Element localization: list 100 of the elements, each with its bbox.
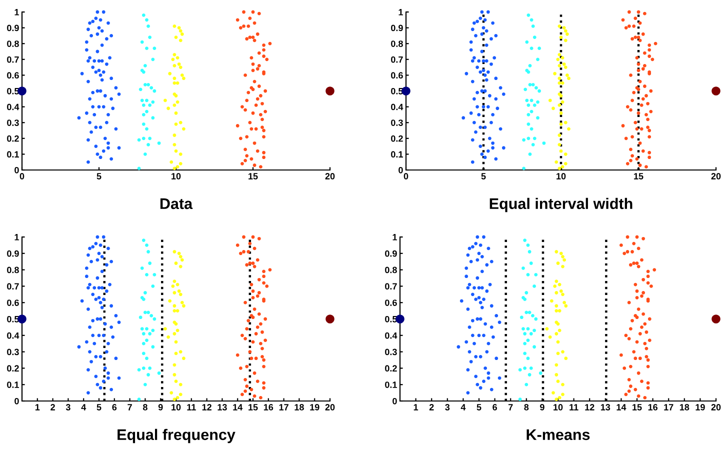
x-tick-label: 16 bbox=[264, 404, 274, 410]
point bbox=[326, 86, 334, 96]
y-tick-label: 0.6 bbox=[385, 300, 397, 306]
point bbox=[564, 152, 568, 156]
point bbox=[530, 46, 534, 50]
point bbox=[558, 104, 562, 107]
point bbox=[531, 143, 535, 146]
point bbox=[532, 136, 536, 140]
point bbox=[554, 304, 558, 308]
point bbox=[559, 122, 563, 126]
point bbox=[177, 62, 181, 66]
point bbox=[176, 56, 180, 60]
point bbox=[522, 327, 525, 331]
point bbox=[174, 122, 178, 126]
y-tick-label: 0.6 bbox=[7, 72, 19, 79]
y-tick-label: 0.9 bbox=[7, 250, 19, 257]
point bbox=[151, 116, 155, 120]
x-tick-label: 1 bbox=[414, 404, 418, 410]
point bbox=[145, 46, 148, 50]
point bbox=[564, 29, 568, 33]
point bbox=[526, 122, 530, 126]
point bbox=[140, 266, 144, 270]
point bbox=[558, 52, 562, 56]
x-tick-label: 9 bbox=[158, 404, 163, 410]
x-tick-label: 1 bbox=[35, 404, 40, 410]
point bbox=[532, 328, 536, 332]
point bbox=[146, 82, 150, 86]
point bbox=[326, 314, 334, 324]
point bbox=[554, 398, 558, 402]
point bbox=[559, 252, 563, 256]
point bbox=[182, 356, 186, 360]
y-tick-label: 0.9 bbox=[391, 24, 403, 32]
x-tick-label: 17 bbox=[279, 404, 288, 410]
x-tick-label: 0 bbox=[20, 173, 24, 180]
point bbox=[523, 352, 527, 356]
point bbox=[529, 332, 533, 336]
point bbox=[532, 345, 536, 349]
point bbox=[538, 371, 542, 375]
point bbox=[553, 284, 557, 288]
x-tick-label: 19 bbox=[696, 404, 705, 410]
point bbox=[150, 86, 154, 90]
point bbox=[142, 122, 146, 126]
point bbox=[554, 250, 558, 254]
point bbox=[180, 74, 184, 77]
point bbox=[146, 310, 150, 314]
y-tick-label: 0.9 bbox=[7, 24, 19, 32]
point bbox=[523, 332, 527, 336]
point bbox=[178, 162, 182, 166]
point bbox=[177, 26, 181, 30]
point bbox=[148, 104, 152, 107]
x-tick-label: 5 bbox=[476, 404, 482, 410]
y-tick-label: 0.3 bbox=[391, 120, 403, 126]
point bbox=[559, 36, 563, 39]
y-tick-label: 0.1 bbox=[7, 151, 19, 158]
point bbox=[526, 327, 530, 331]
y-tick-label: 0.9 bbox=[385, 250, 397, 257]
point bbox=[137, 166, 141, 170]
point bbox=[561, 254, 564, 258]
point bbox=[530, 127, 534, 131]
x-tick-label: 11 bbox=[187, 404, 196, 410]
point bbox=[172, 104, 176, 107]
x-tick-label: 14 bbox=[233, 404, 243, 410]
y-tick-label: 0.6 bbox=[391, 72, 403, 79]
point bbox=[172, 398, 176, 402]
point bbox=[558, 76, 562, 80]
x-tick-label: 15 bbox=[632, 404, 642, 410]
point bbox=[554, 373, 558, 376]
point bbox=[145, 356, 148, 360]
point bbox=[177, 252, 181, 256]
point bbox=[562, 26, 566, 30]
point bbox=[174, 262, 178, 265]
x-axis-title: Equal interval width bbox=[490, 198, 632, 212]
point bbox=[523, 366, 527, 370]
point bbox=[542, 141, 546, 145]
point bbox=[142, 352, 146, 356]
x-tick-label: 7 bbox=[508, 404, 513, 410]
point bbox=[145, 338, 148, 342]
point bbox=[180, 32, 184, 36]
point bbox=[178, 120, 182, 124]
point bbox=[558, 143, 562, 146]
point bbox=[536, 58, 540, 62]
y-tick-label: 0.8 bbox=[7, 40, 19, 47]
point bbox=[174, 380, 178, 384]
point bbox=[144, 291, 147, 294]
x-tick-label: 4 bbox=[460, 404, 466, 410]
y-tick-label: 0.4 bbox=[391, 104, 404, 110]
point bbox=[144, 82, 147, 86]
point bbox=[531, 314, 534, 318]
y-tick-label: 0 bbox=[398, 166, 403, 174]
point bbox=[560, 81, 564, 85]
point bbox=[560, 165, 564, 169]
point bbox=[178, 152, 182, 156]
point bbox=[176, 165, 180, 169]
point bbox=[150, 314, 154, 318]
point bbox=[558, 166, 562, 170]
point bbox=[166, 106, 170, 110]
point bbox=[172, 291, 176, 294]
point bbox=[534, 317, 538, 321]
y-tick-label: 0.2 bbox=[391, 135, 403, 142]
point bbox=[526, 356, 530, 360]
